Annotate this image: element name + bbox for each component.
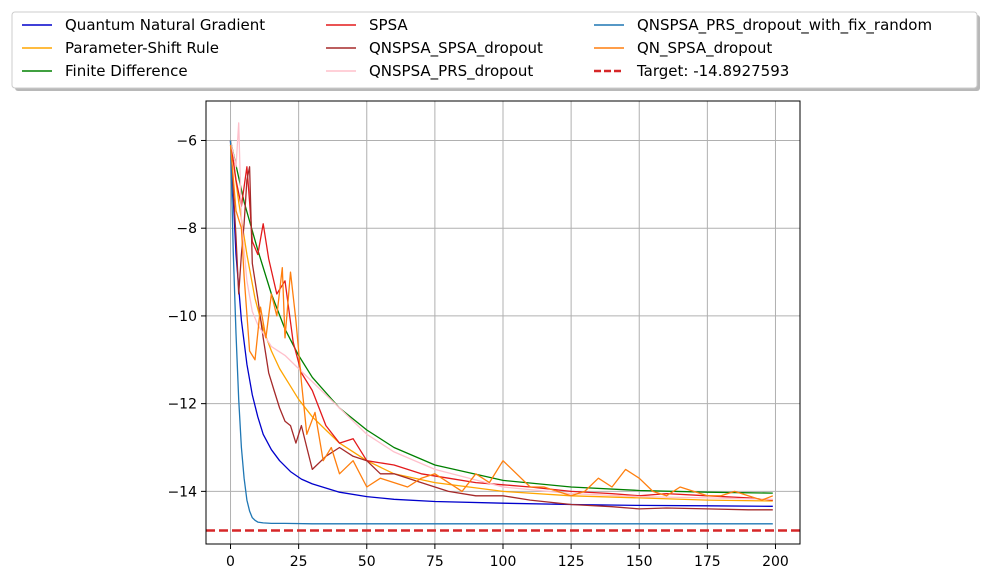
x-tick-label: 200 xyxy=(762,554,789,570)
series-line-3 xyxy=(229,140,773,494)
y-tick-label: −6 xyxy=(176,133,197,149)
legend-label: QN_SPSA_dropout xyxy=(637,39,772,58)
x-tick-label: 25 xyxy=(290,554,308,570)
series-line-7 xyxy=(229,140,773,525)
series-lines xyxy=(206,122,800,532)
x-tick-label: 0 xyxy=(226,554,235,570)
series-line-8 xyxy=(229,144,774,501)
x-tick-label: 50 xyxy=(358,554,376,570)
legend-label: Finite Difference xyxy=(65,62,188,80)
series-line-4 xyxy=(229,140,773,501)
y-tick-label: −8 xyxy=(176,221,197,237)
x-tick-label: 175 xyxy=(694,554,721,570)
x-tick-label: 75 xyxy=(426,554,444,570)
x-tick-label: 100 xyxy=(490,554,517,570)
legend-box xyxy=(11,11,978,89)
legend-label: QNSPSA_PRS_dropout_with_fix_random xyxy=(637,16,932,35)
series-line-2 xyxy=(229,140,773,502)
ticks: 0 25 50 75 100 125 150 175 200 −6 −8 −10 −12 −14 xyxy=(167,133,788,570)
x-tick-label: 125 xyxy=(558,554,585,570)
legend-label: Quantum Natural Gradient xyxy=(65,16,265,34)
y-tick-label: −10 xyxy=(167,309,197,325)
legend-label: Target: -14.8927593 xyxy=(636,62,789,80)
legend-label: QNSPSA_PRS_dropout xyxy=(369,62,533,81)
grid xyxy=(206,101,800,544)
series-line-1 xyxy=(229,140,773,507)
x-tick-label: 150 xyxy=(626,554,653,570)
y-tick-label: −14 xyxy=(167,484,197,500)
legend-label: Parameter-Shift Rule xyxy=(65,39,219,57)
legend-label: QNSPSA_SPSA_dropout xyxy=(369,39,543,58)
series-line-6 xyxy=(229,122,773,500)
y-tick-label: −12 xyxy=(167,397,197,413)
legend: Quantum Natural Gradient Parameter-Shift … xyxy=(11,11,980,91)
series-line-5 xyxy=(229,140,773,511)
legend-label: SPSA xyxy=(369,16,408,34)
